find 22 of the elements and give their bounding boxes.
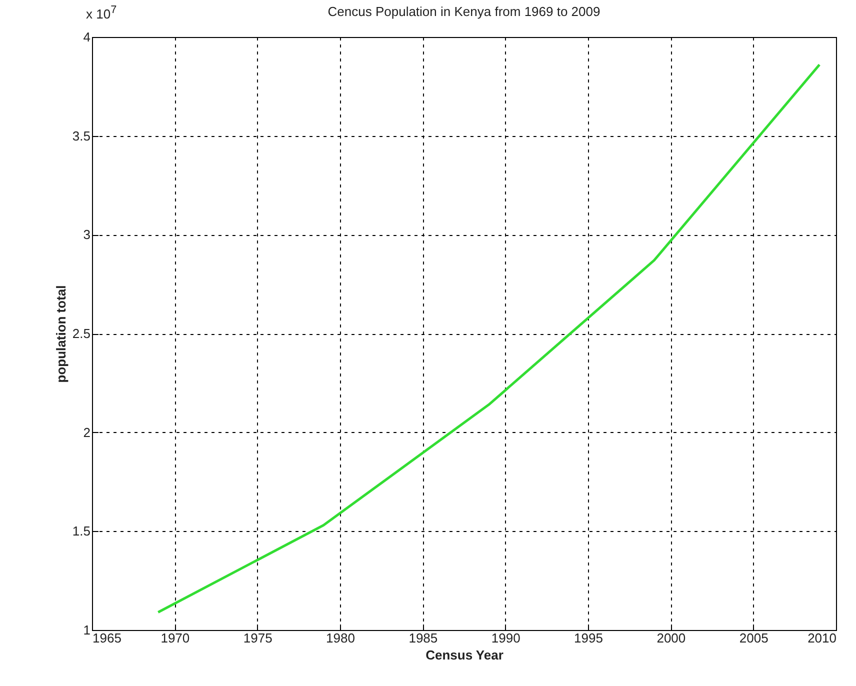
y-tick-label: 4 — [83, 30, 90, 44]
y-tick-label: 1.5 — [72, 524, 90, 539]
x-axis-title: Census Year — [426, 648, 504, 662]
x-tick-label: 2000 — [656, 630, 686, 646]
y-tick-label: 1 — [83, 622, 90, 638]
x-tick-label: 1995 — [574, 630, 603, 646]
y-tick-label: 2 — [83, 424, 90, 440]
y-tick-label: 3 — [83, 227, 90, 242]
x-tick-label: 1970 — [160, 630, 190, 646]
text: x 10$^{7}$ — [86, 4, 117, 22]
line-series — [156, 63, 821, 614]
y-tick-label: 3.5 — [72, 128, 90, 144]
x-tick-label: 1975 — [243, 630, 272, 646]
x-tick-label: 1980 — [326, 630, 355, 646]
chart-title: Cencus Population in Kenya from 1969 to 2009 — [328, 4, 600, 19]
x-tick-label: 2005 — [739, 630, 768, 646]
x-tick-label: 1965 — [92, 630, 122, 646]
x-tick-label: 1990 — [491, 630, 520, 646]
x-tick-label: 2010 — [808, 630, 836, 646]
x-tick-label: 1985 — [408, 630, 438, 646]
y-tick-label: 2.5 — [72, 326, 90, 341]
y-axis-title: population total — [53, 285, 68, 383]
